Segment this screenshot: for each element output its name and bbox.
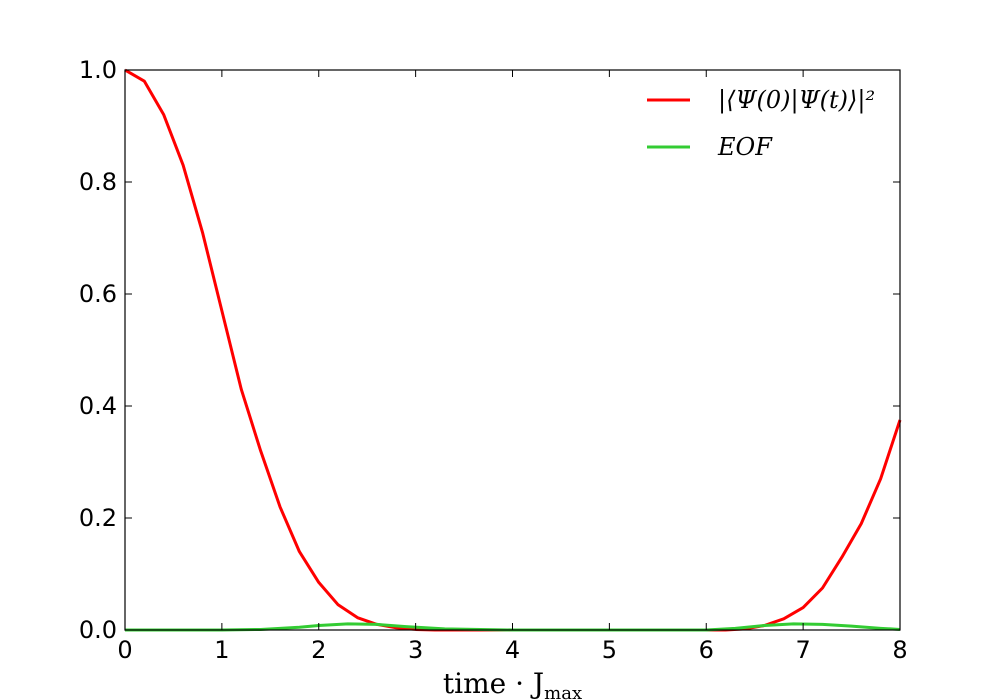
x-tick-label: 2 [311,636,326,664]
y-tick-label: 0.4 [79,392,117,420]
x-tick-label: 4 [505,636,520,664]
legend: |⟨Ψ(0)|Ψ(t)⟩|² EOF [647,86,875,161]
x-tick-label: 0 [117,636,132,664]
y-tick-label: 0.0 [79,616,117,644]
y-tick-label: 0.2 [79,504,117,532]
y-tick-label: 1.0 [79,56,117,84]
x-tick-label: 7 [795,636,810,664]
x-tick-label: 5 [602,636,617,664]
x-tick-label: 8 [892,636,907,664]
x-tick-label: 3 [408,636,423,664]
axis-ticks: 0 1 2 3 4 5 6 7 8 0.0 0.2 0.4 0.6 0.8 1.0 [79,56,908,664]
legend-label-1: EOF [717,133,773,161]
x-tick-label: 1 [214,636,229,664]
legend-label-0: |⟨Ψ(0)|Ψ(t)⟩|² [718,86,875,115]
x-axis-label: time · Jmax [443,667,582,700]
x-axis-label-subscript: max [544,683,582,700]
y-tick-label: 0.8 [79,168,117,196]
x-tick-label: 6 [699,636,714,664]
x-axis-label-main: time · J [443,667,544,700]
y-tick-label: 0.6 [79,280,117,308]
